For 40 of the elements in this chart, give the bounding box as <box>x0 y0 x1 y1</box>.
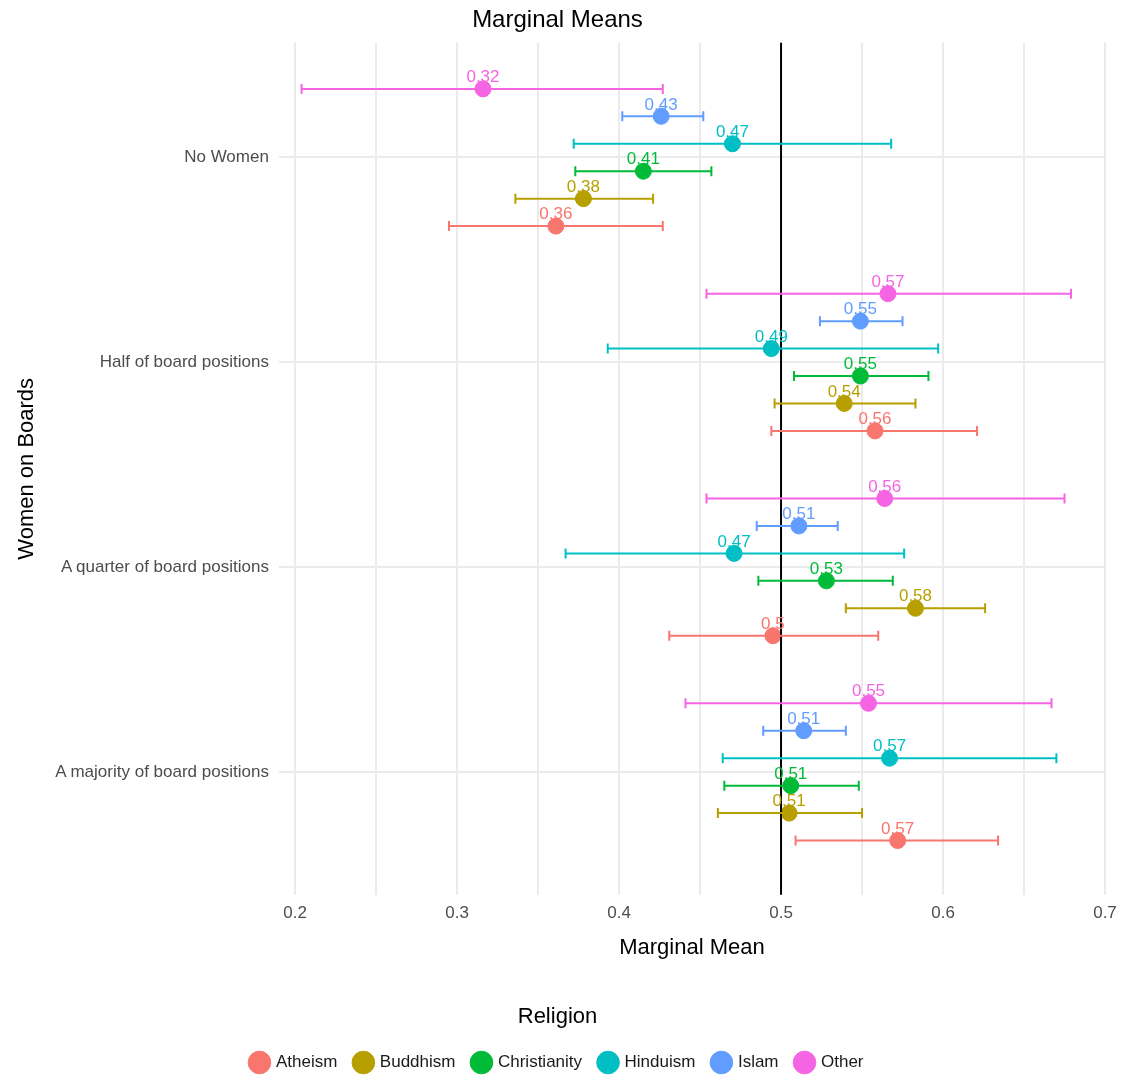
data-label: 0.38 <box>566 176 600 196</box>
chart-title: Marginal Means <box>472 5 643 33</box>
data-label: 0.55 <box>843 299 877 319</box>
data-label: 0.47 <box>717 531 751 551</box>
data-label: 0.47 <box>715 121 749 141</box>
data-label: 0.55 <box>851 681 886 701</box>
y-tick-label: A majority of board positions <box>55 761 269 781</box>
y-tick-label: Half of board positions <box>99 351 269 371</box>
data-label: 0.56 <box>858 409 892 429</box>
legend-label: Buddhism <box>379 1052 456 1072</box>
legend-label: Atheism <box>275 1052 338 1072</box>
data-label: 0.36 <box>539 204 573 224</box>
data-label: 0.43 <box>644 94 678 114</box>
data-label: 0.51 <box>787 708 821 728</box>
x-tick-label: 0.3 <box>445 902 469 922</box>
x-tick-label: 0.4 <box>607 902 631 922</box>
x-tick-label: 0.2 <box>283 902 307 922</box>
y-tick-label: A quarter of board positions <box>60 556 269 576</box>
data-label: 0.58 <box>898 586 933 606</box>
x-tick-label: 0.6 <box>931 902 955 922</box>
data-label: 0.57 <box>871 271 905 291</box>
x-axis-title: Marginal Mean <box>619 934 765 960</box>
legend-label: Islam <box>737 1052 779 1072</box>
data-label: 0.51 <box>782 504 816 524</box>
data-label: 0.55 <box>843 354 877 374</box>
data-label: 0.53 <box>809 559 843 579</box>
legend-label: Christianity <box>497 1052 583 1072</box>
legend-label: Hinduism <box>624 1052 696 1072</box>
data-label: 0.56 <box>868 476 902 496</box>
data-label: 0.54 <box>827 381 861 401</box>
data-label: 0.57 <box>881 818 915 838</box>
y-tick-label: No Women <box>184 147 269 167</box>
data-label: 0.57 <box>873 736 907 756</box>
x-tick-label: 0.5 <box>769 902 793 922</box>
data-label: 0.41 <box>626 149 660 169</box>
x-tick-label: 0.7 <box>1093 902 1117 922</box>
legend-label: Other <box>821 1052 864 1072</box>
data-label: 0.32 <box>466 67 500 87</box>
legend-title: Religion <box>517 1002 598 1028</box>
y-axis-title: Women on Boards <box>13 377 39 560</box>
